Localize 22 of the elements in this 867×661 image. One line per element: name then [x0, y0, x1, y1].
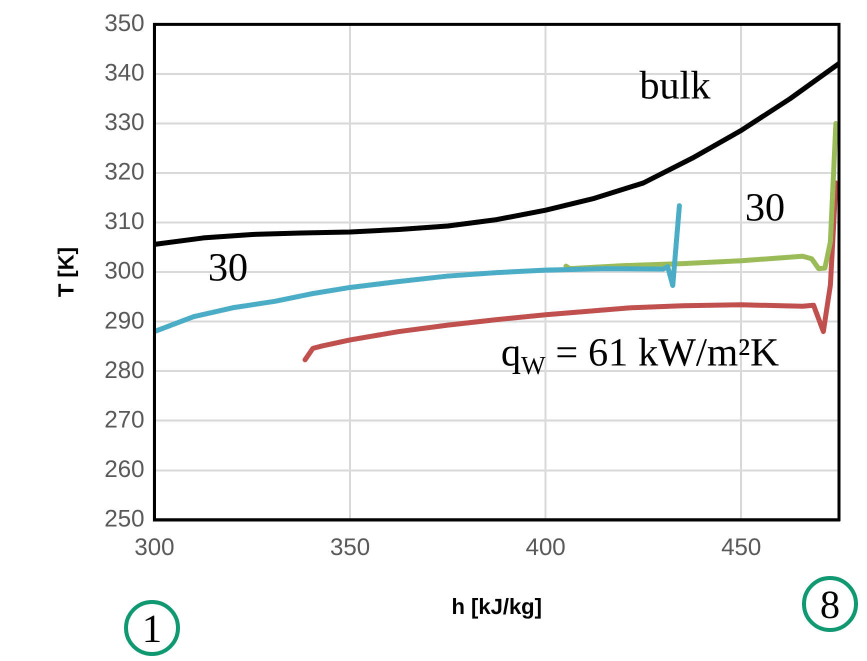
- y-axis-title: T [K]: [53, 247, 78, 298]
- y-tick-label: 330: [104, 109, 144, 136]
- y-tick-label: 310: [104, 208, 144, 236]
- series-label: 30: [745, 184, 785, 230]
- x-tick-label: 450: [721, 534, 762, 561]
- y-tick-label: 340: [104, 60, 144, 87]
- y-tick-label: 290: [104, 307, 144, 334]
- x-tick-label: 400: [526, 534, 566, 561]
- y-tick-label: 350: [104, 10, 144, 38]
- x-tick-label: 300: [134, 534, 174, 561]
- series-label: bulk: [639, 62, 711, 108]
- y-tick-label: 250: [104, 505, 144, 532]
- circle-outline: 1: [124, 600, 180, 656]
- circle-outline: 8: [802, 576, 858, 632]
- x-tick-label: 350: [330, 534, 370, 561]
- y-tick-label: 280: [104, 356, 144, 384]
- y-tick-label: 320: [104, 158, 144, 186]
- y-tick-label: 270: [104, 406, 144, 434]
- y-tick-label: 300: [104, 258, 144, 285]
- x-axis-title: h [kJ/kg]: [451, 594, 542, 619]
- series-label: 30: [208, 244, 248, 290]
- y-tick-label: 260: [104, 456, 144, 483]
